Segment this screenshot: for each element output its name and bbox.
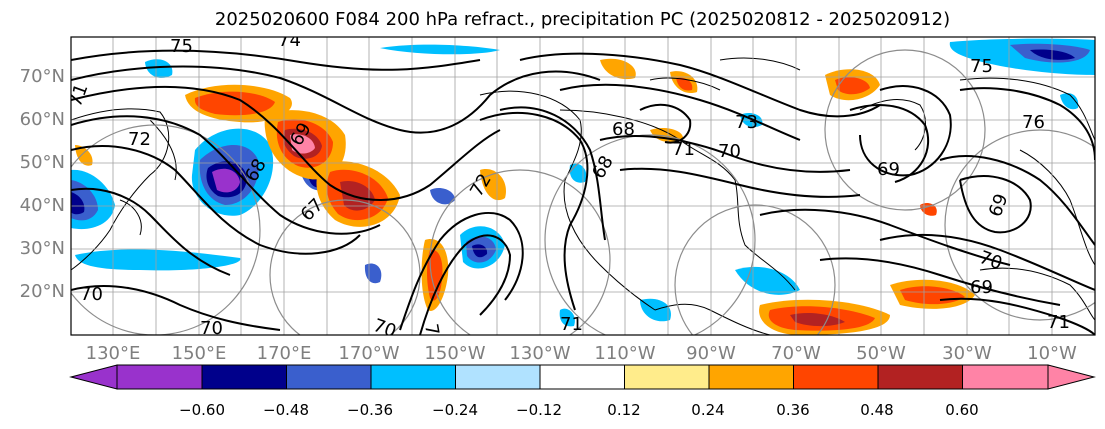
map-title: 2025020600 F084 200 hPa refract., precip… <box>214 9 951 30</box>
lon-label: 110°W <box>594 343 656 364</box>
lat-label: 50°N <box>19 152 65 173</box>
contour-label: 71 <box>1047 312 1070 333</box>
range-circles <box>71 49 1095 335</box>
colorbar-segment <box>877 364 963 390</box>
lat-label: 60°N <box>19 109 65 130</box>
lat-label: 40°N <box>19 195 65 216</box>
lon-label: 90°W <box>686 343 736 364</box>
contour-label: 73 <box>735 112 758 133</box>
contour-label: 74 <box>278 30 301 51</box>
colorbar-tick-label: −0.24 <box>432 401 478 419</box>
colorbar-segment <box>286 364 372 390</box>
colorbar-tick-label: −0.48 <box>263 401 309 419</box>
lat-label: 70°N <box>19 66 65 87</box>
contour-label: 69 <box>877 159 900 180</box>
colorbar-segment <box>624 364 710 390</box>
colorbar-tick-label: 0.48 <box>860 401 894 419</box>
colorbar-segment <box>539 364 625 390</box>
lon-label: 130°E <box>85 343 141 364</box>
lon-label: 170°E <box>256 343 312 364</box>
colorbar-segment <box>370 364 456 390</box>
contour-label: 68 <box>612 119 635 140</box>
lon-label: 10°W <box>1027 343 1077 364</box>
lon-label: 150°W <box>424 343 486 364</box>
contour-label: 70 <box>80 284 103 305</box>
colorbar-extend-low <box>69 364 118 390</box>
contour-label: 70 <box>200 318 223 339</box>
gridlines <box>71 37 1095 335</box>
colorbar-tick-label: 0.12 <box>607 401 641 419</box>
colorbar-tick-label: −0.60 <box>179 401 225 419</box>
lon-label: 150°E <box>171 343 227 364</box>
colorbar-segment <box>201 364 287 390</box>
lon-label: 130°W <box>509 343 571 364</box>
colorbar-extend-high <box>1047 364 1096 390</box>
colorbar-segment <box>793 364 879 390</box>
contour-label: 75 <box>170 36 193 57</box>
lon-label: 170°W <box>338 343 400 364</box>
contour-label: 71 <box>65 81 93 110</box>
colorbar-segment <box>962 364 1049 390</box>
contour-label: 75 <box>970 56 993 77</box>
contour-label: 71 <box>420 322 445 348</box>
colorbar-segment <box>455 364 541 390</box>
lon-label: 30°W <box>942 343 992 364</box>
colorbar-segment <box>708 364 794 390</box>
contour-label: 69 <box>970 277 993 298</box>
colorbar-tick-label: 0.36 <box>776 401 810 419</box>
lon-label: 70°W <box>771 343 821 364</box>
lat-label: 20°N <box>19 281 65 302</box>
colorbar <box>69 364 1096 390</box>
contour-label: 71 <box>672 139 695 160</box>
height-contours <box>71 49 1095 335</box>
colorbar-segment <box>116 364 203 390</box>
colorbar-tick-label: −0.12 <box>516 401 562 419</box>
lon-label: 50°W <box>856 343 906 364</box>
contour-label: 70 <box>370 315 399 343</box>
contour-label: 70 <box>718 141 741 162</box>
lat-label: 30°N <box>19 238 65 259</box>
map-frame <box>70 36 1096 336</box>
contour-label: 76 <box>1022 112 1045 133</box>
coastlines <box>71 57 1095 335</box>
contour-label: 72 <box>128 129 151 150</box>
colorbar-tick-label: 0.60 <box>945 401 979 419</box>
colorbar-tick-label: −0.36 <box>347 401 393 419</box>
contour-label: 71 <box>560 314 583 335</box>
colorbar-tick-label: 0.24 <box>691 401 725 419</box>
